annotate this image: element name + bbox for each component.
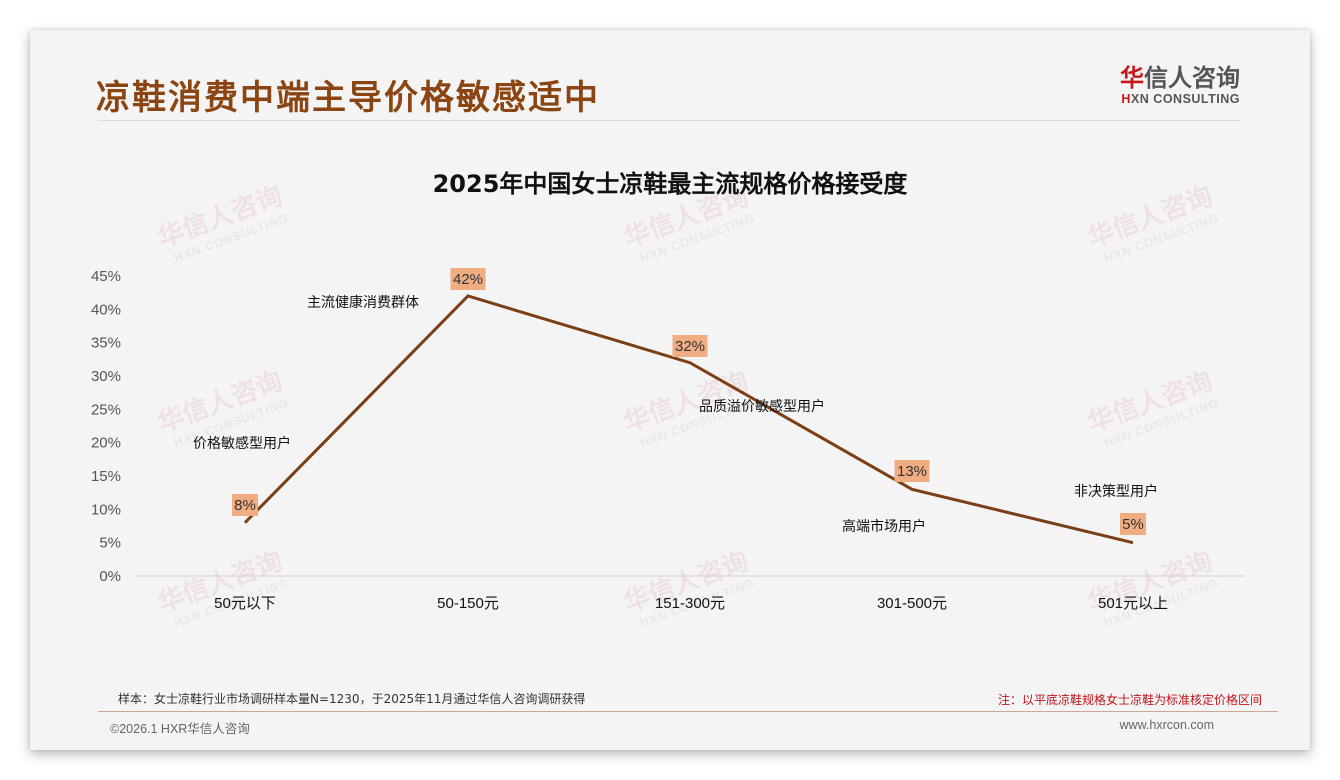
y-tick-label: 5% bbox=[99, 535, 121, 552]
data-label: 8% bbox=[234, 497, 256, 514]
data-label-bg bbox=[1120, 513, 1146, 535]
data-label-bg bbox=[672, 335, 708, 357]
data-label-bg bbox=[232, 494, 258, 516]
logo-chinese: 华信人咨询 bbox=[1120, 64, 1240, 92]
price-note: 注：以平底凉鞋规格女士凉鞋为标准核定价格区间 bbox=[997, 693, 1262, 707]
title-divider bbox=[98, 120, 1240, 121]
logo-english: HXN CONSULTING bbox=[1121, 92, 1240, 106]
x-tick-label: 301-500元 bbox=[877, 595, 947, 612]
y-tick-label: 40% bbox=[91, 301, 121, 318]
y-tick-label: 35% bbox=[91, 335, 121, 352]
data-label: 5% bbox=[1122, 516, 1144, 533]
segment-annotation: 品质溢价敏感型用户 bbox=[699, 398, 825, 414]
data-label-bg bbox=[450, 268, 486, 290]
chart-title: 2025年中国女士凉鞋最主流规格价格接受度 bbox=[432, 170, 908, 198]
y-tick-label: 10% bbox=[91, 501, 121, 518]
segment-annotation: 高端市场用户 bbox=[842, 518, 926, 534]
x-tick-label: 50元以下 bbox=[214, 595, 276, 612]
y-tick-label: 0% bbox=[99, 568, 121, 585]
line-chart: 0% 5% 10% 15% 20% 25% 30% 35% 40% 45% 50元以下 50-150… bbox=[91, 268, 1244, 612]
segment-annotation: 主流健康消费群体 bbox=[307, 294, 419, 310]
company-logo: 华信人咨询 HXN CONSULTING bbox=[1110, 64, 1240, 106]
y-tick-label: 20% bbox=[91, 435, 121, 452]
website-link[interactable]: www.hxrcon.com bbox=[1119, 718, 1214, 732]
data-labels: 8% 42% 32% 13% 5% bbox=[232, 268, 1146, 535]
sample-footnote: 样本：女士凉鞋行业市场调研样本量N=1230，于2025年11月通过华信人咨询调… bbox=[118, 692, 586, 706]
x-tick-label: 50-150元 bbox=[437, 595, 499, 612]
x-axis: 50元以下 50-150元 151-300元 301-500元 501元以上 bbox=[214, 595, 1168, 612]
y-tick-label: 25% bbox=[91, 401, 121, 418]
data-label-bg bbox=[894, 460, 930, 482]
data-label: 13% bbox=[897, 463, 927, 480]
page-title: 凉鞋消费中端主导价格敏感适中 bbox=[96, 78, 600, 118]
data-label: 42% bbox=[453, 271, 483, 288]
series-line bbox=[243, 294, 1134, 545]
y-tick-label: 15% bbox=[91, 468, 121, 485]
slide: 凉鞋消费中端主导价格敏感适中 华信人咨询 HXN CONSULTING 华信人咨… bbox=[30, 30, 1310, 750]
y-tick-label: 45% bbox=[91, 268, 121, 285]
copyright: ©2026.1 HXR华信人咨询 bbox=[110, 722, 250, 736]
y-axis: 0% 5% 10% 15% 20% 25% 30% 35% 40% 45% bbox=[91, 268, 121, 585]
x-tick-label: 501元以上 bbox=[1098, 595, 1168, 612]
y-tick-label: 30% bbox=[91, 368, 121, 385]
x-tick-label: 151-300元 bbox=[655, 595, 725, 612]
segment-annotation: 价格敏感型用户 bbox=[193, 435, 291, 451]
data-label: 32% bbox=[675, 338, 705, 355]
segment-annotation: 非决策型用户 bbox=[1074, 483, 1158, 499]
footer-divider bbox=[98, 711, 1278, 712]
